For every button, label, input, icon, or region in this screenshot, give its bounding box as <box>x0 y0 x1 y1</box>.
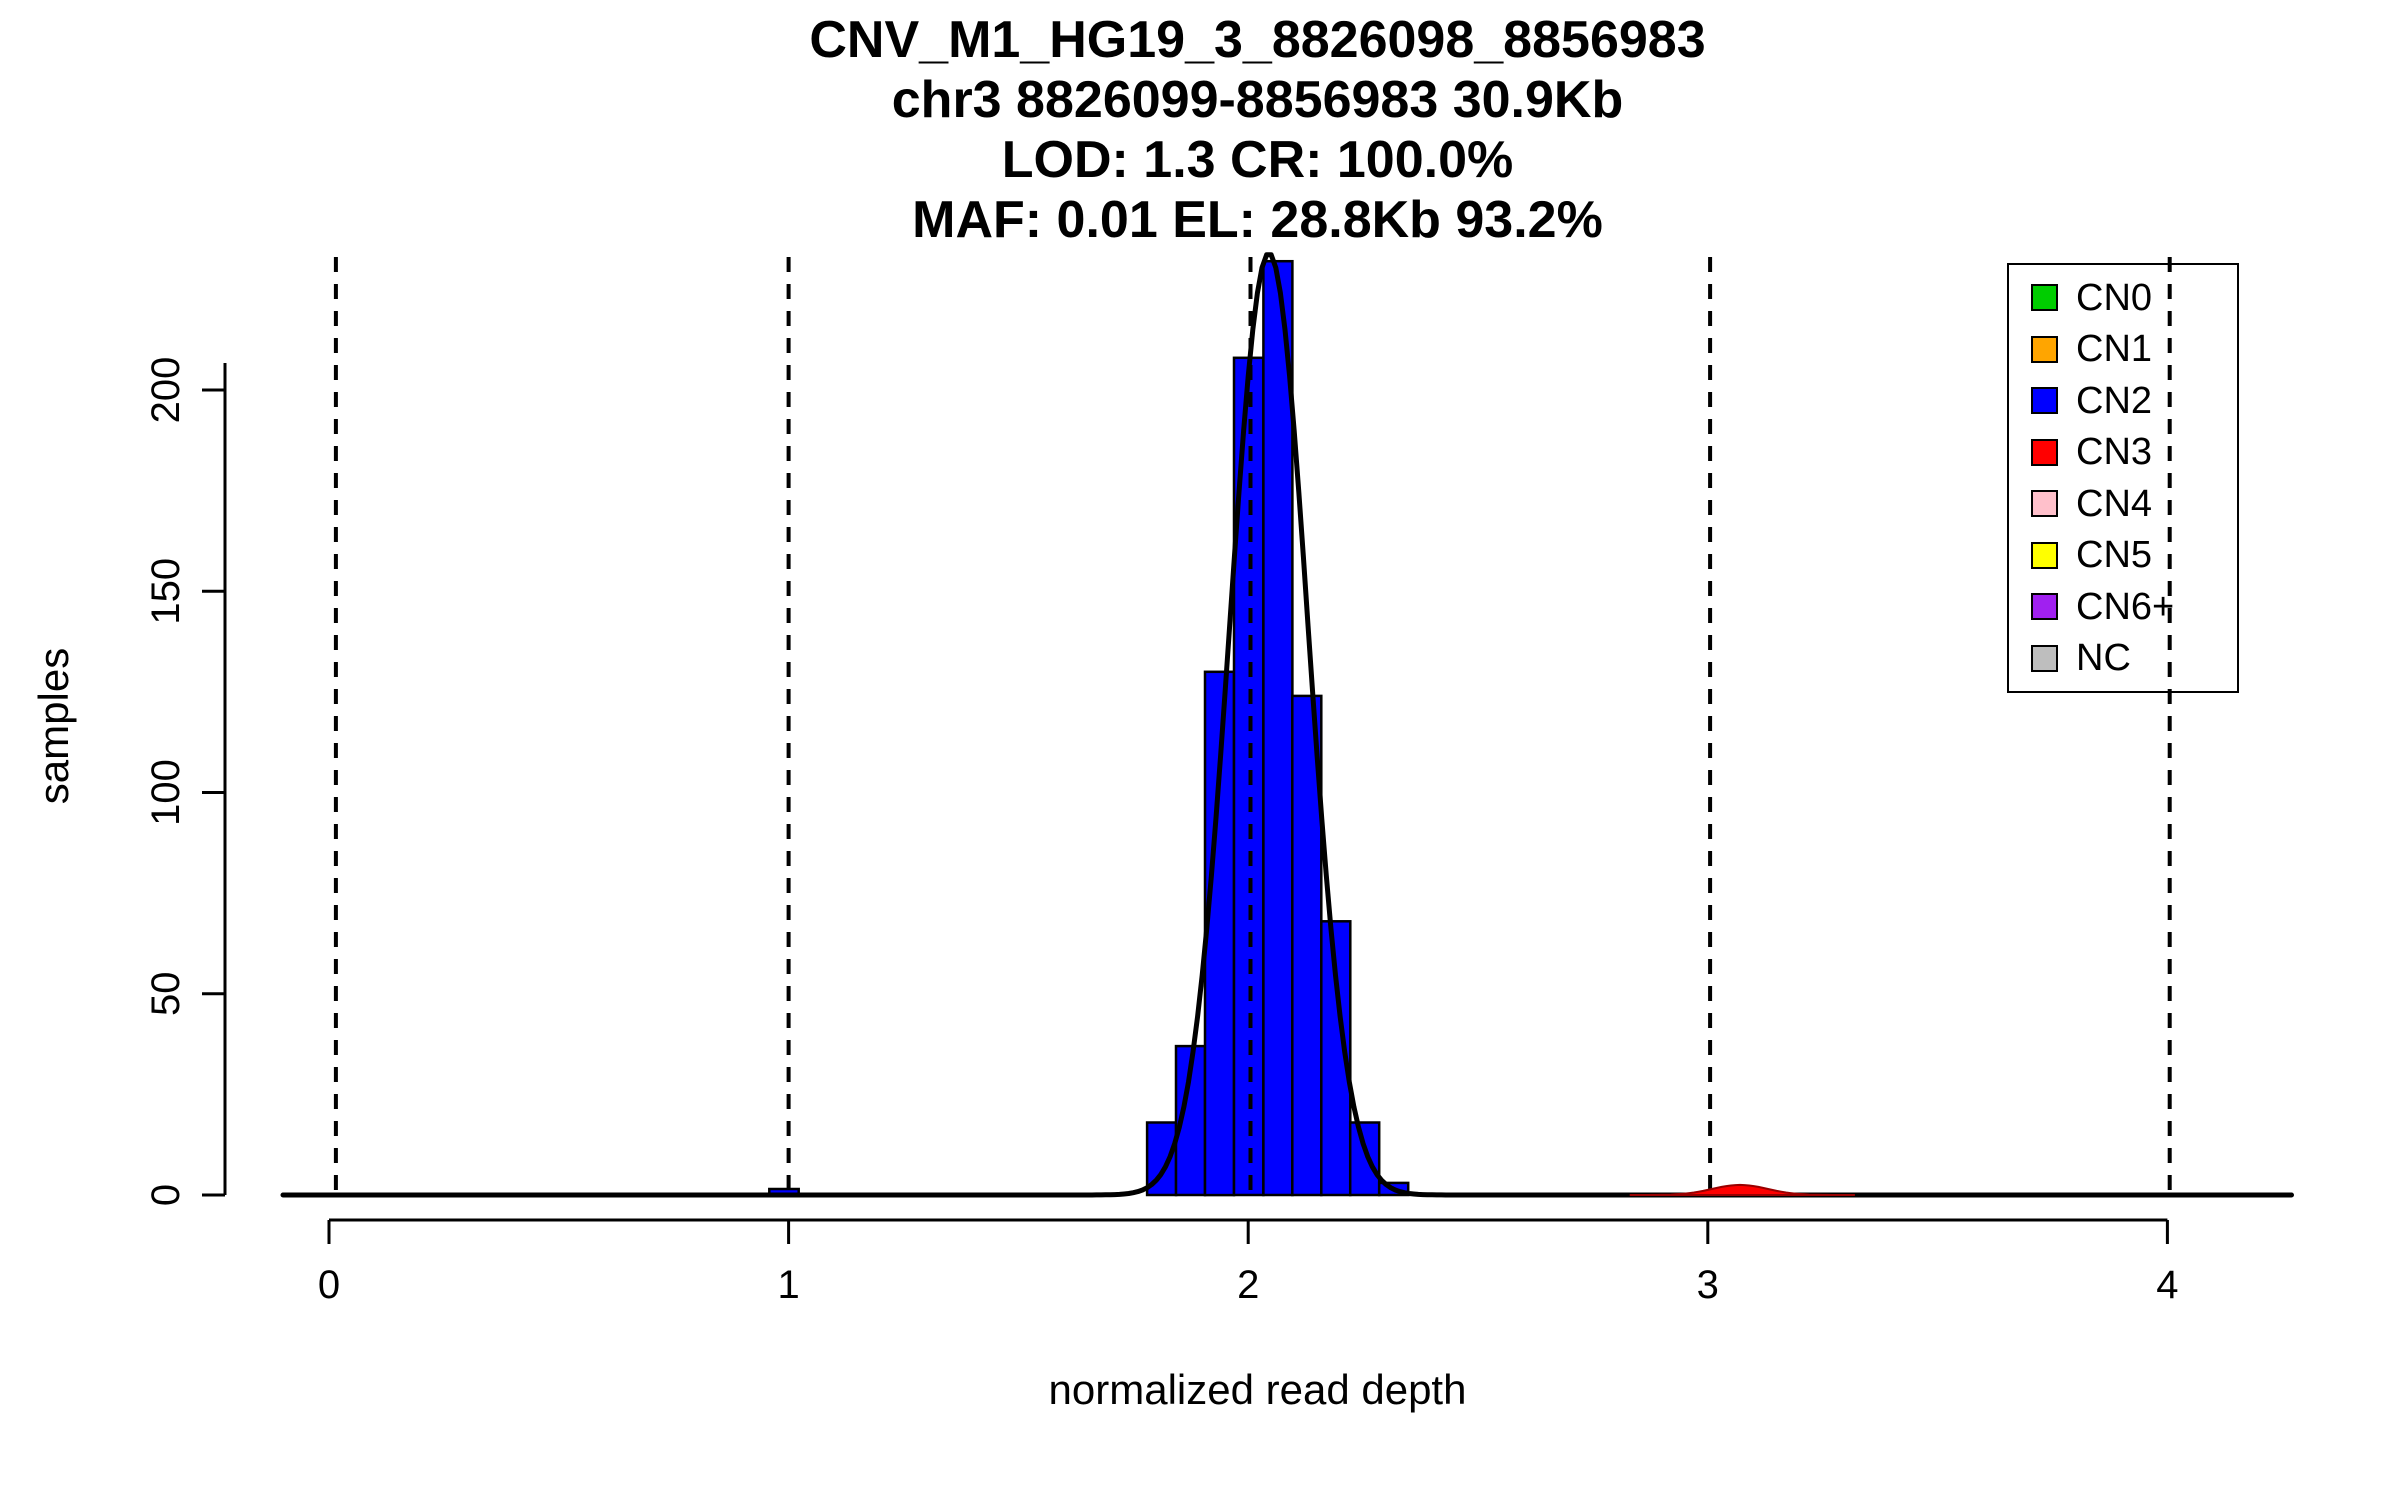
legend-item-cn3: CN3 <box>2031 433 2237 471</box>
x-tick-label: 2 <box>1237 1263 1259 1307</box>
y-tick-label: 100 <box>144 759 188 826</box>
y-axis-title: samples <box>30 647 77 805</box>
legend-label-cn0: CN0 <box>2076 276 2153 319</box>
legend-box: CN0 CN1 CN2 CN3 CN4 CN5 CN6+ NC <box>2007 263 2239 693</box>
legend-swatch-cn1 <box>2031 335 2058 363</box>
y-tick-label: 0 <box>144 1184 188 1206</box>
legend-label-cn5: CN5 <box>2076 534 2153 577</box>
histogram-bar <box>1262 259 1294 1197</box>
cn3-density-bump <box>1629 1183 1855 1196</box>
legend-label-nc: NC <box>2076 637 2131 680</box>
y-tick-label: 200 <box>144 357 188 424</box>
y-tick-label: 150 <box>144 558 188 625</box>
histogram-bar <box>1348 1121 1381 1197</box>
legend-label-cn1: CN1 <box>2076 328 2153 371</box>
legend-label-cn3: CN3 <box>2076 431 2153 474</box>
x-axis-title: normalized read depth <box>1048 1366 1467 1413</box>
legend-label-cn2: CN2 <box>2076 379 2153 422</box>
legend-item-cn4: CN4 <box>2031 485 2237 523</box>
legend-item-cn6plus: CN6+ <box>2031 588 2237 626</box>
legend-item-cn1: CN1 <box>2031 330 2237 368</box>
y-tick-label: 50 <box>144 972 188 1017</box>
legend-swatch-cn4 <box>2031 490 2058 518</box>
legend-swatch-nc <box>2031 644 2058 672</box>
legend-swatch-cn2 <box>2031 387 2058 415</box>
title-line-locus: CNV_M1_HG19_3_8826098_8856983 <box>809 11 1706 69</box>
gaussian-fit-curve <box>280 252 2294 1198</box>
legend-label-cn4: CN4 <box>2076 482 2153 525</box>
x-tick-label: 0 <box>318 1263 340 1307</box>
chart-title: CNV_M1_HG19_3_8826098_8856983 chr3 88260… <box>225 10 2290 250</box>
legend-swatch-cn5 <box>2031 541 2058 569</box>
legend-item-cn0: CN0 <box>2031 279 2237 317</box>
x-tick-label: 1 <box>777 1263 799 1307</box>
title-line-lod-cr: LOD: 1.3 CR: 100.0% <box>1001 131 1514 189</box>
legend-swatch-cn0 <box>2031 284 2058 312</box>
legend-item-cn5: CN5 <box>2031 536 2237 574</box>
title-line-maf-el: MAF: 0.01 EL: 28.8Kb 93.2% <box>912 191 1603 249</box>
x-tick-label: 4 <box>2156 1263 2178 1307</box>
x-tick-label: 3 <box>1697 1263 1719 1307</box>
legend-item-cn2: CN2 <box>2031 382 2237 420</box>
legend-swatch-cn6plus <box>2031 593 2058 621</box>
legend-item-nc: NC <box>2031 639 2237 677</box>
title-line-region: chr3 8826099-8856983 30.9Kb <box>891 71 1624 129</box>
legend-swatch-cn3 <box>2031 438 2058 466</box>
legend-label-cn6plus: CN6+ <box>2076 585 2175 628</box>
